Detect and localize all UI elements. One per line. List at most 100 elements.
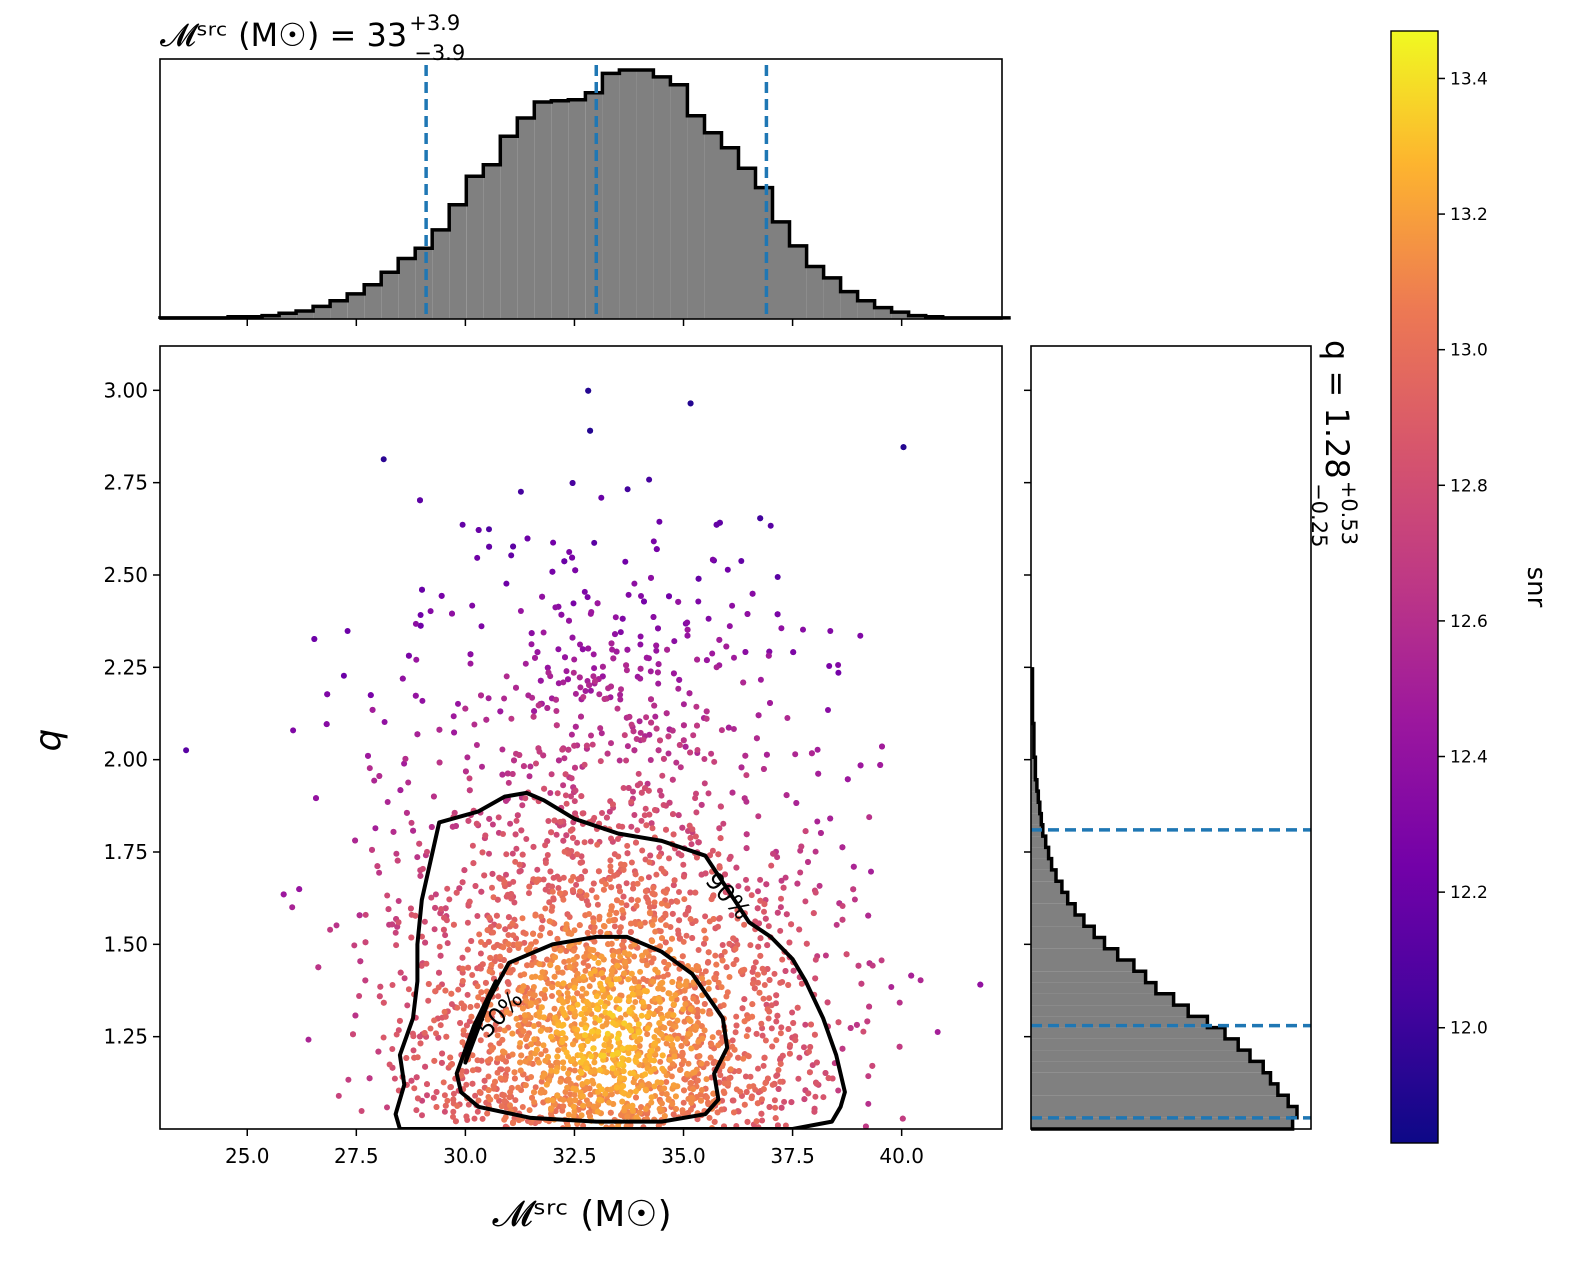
scatter-point [413,1107,420,1114]
scatter-point [758,1020,765,1027]
scatter-point [327,926,334,933]
scatter-point [761,1054,768,1061]
scatter-point [632,920,639,927]
scatter-point [669,979,676,985]
scatter-point [560,1065,567,1072]
scatter-point [703,1060,710,1067]
scatter-point [500,1092,507,1099]
scatter-point [413,656,420,663]
scatter-point [482,979,489,986]
scatter-point [743,845,750,852]
scatter-point [709,1034,716,1041]
scatter-point [568,775,575,782]
scatter-point [670,882,677,889]
scatter-point [656,853,663,860]
scatter-point [664,646,671,653]
scatter-point [650,884,657,891]
scatter-point [639,952,646,959]
scatter-point [682,981,689,988]
scatter-point [715,923,721,930]
scatter-point [668,995,675,1002]
scatter-point [441,1092,448,1099]
scatter-point [589,1028,596,1035]
scatter-point [660,973,667,980]
scatter-point [571,1091,578,1098]
scatter-point [765,1015,772,1022]
scatter-point [661,959,668,965]
scatter-point [577,859,584,866]
scatter-point [464,991,471,998]
colorbar-tick-label: 13.0 [1450,341,1488,361]
scatter-point [677,1067,683,1073]
scatter-point [587,1091,594,1098]
scatter-point [570,1103,577,1110]
scatter-point [638,593,644,599]
scatter-point [787,1042,794,1048]
scatter-point [715,1029,722,1036]
scatter-point [419,697,426,704]
scatter-point [575,876,582,883]
scatter-point [598,494,605,501]
scatter-point [424,1081,430,1088]
scatter-point [560,874,567,881]
scatter-point [502,926,509,933]
scatter-point [608,972,615,979]
scatter-point [479,1115,486,1122]
scatter-point [720,1002,727,1009]
scatter-point [560,837,567,844]
scatter-point [628,1027,635,1034]
scatter-point [602,881,609,888]
scatter-point [680,1057,687,1064]
scatter-point [624,1113,631,1120]
scatter-point [729,602,736,609]
scatter-point [709,847,716,854]
scatter-point [619,942,626,948]
scatter-point [504,891,511,898]
scatter-point [649,938,656,945]
scatter-point [839,844,846,851]
scatter-point [733,1086,740,1093]
scatter-point [466,775,473,782]
scatter-point [705,1101,712,1108]
scatter-point [857,762,864,769]
scatter-point [619,1045,626,1052]
scatter-point [646,476,653,483]
scatter-point [613,648,620,655]
scatter-point [528,1041,535,1048]
top-hist-bar [619,70,637,319]
scatter-point [538,1004,545,1011]
scatter-point [675,685,682,692]
scatter-point [590,919,597,926]
scatter-point [518,827,525,834]
scatter-point [569,887,576,894]
scatter-point [632,1088,639,1095]
scatter-point [666,593,672,600]
scatter-point [705,985,712,992]
scatter-point [425,997,432,1004]
scatter-point [395,919,402,926]
scatter-point [670,1012,677,1019]
scatter-point [694,1077,701,1084]
scatter-point [483,1031,490,1038]
scatter-point [495,923,502,930]
scatter-point [756,989,763,996]
scatter-point [450,1108,457,1115]
scatter-point [421,918,428,925]
scatter-point [606,808,613,815]
scatter-point [569,634,576,641]
scatter-point [701,927,708,934]
scatter-point [637,780,644,787]
scatter-point [681,1087,687,1094]
scatter-point [641,987,648,994]
scatter-point [585,901,592,908]
scatter-point [499,746,506,753]
scatter-point [680,938,687,945]
scatter-point [559,1030,566,1037]
scatter-point [812,975,819,982]
scatter-point [808,750,815,757]
scatter-point [705,959,712,965]
scatter-point [472,1092,479,1099]
scatter-point [371,777,378,784]
scatter-point [583,1065,590,1072]
scatter-point [633,902,640,909]
